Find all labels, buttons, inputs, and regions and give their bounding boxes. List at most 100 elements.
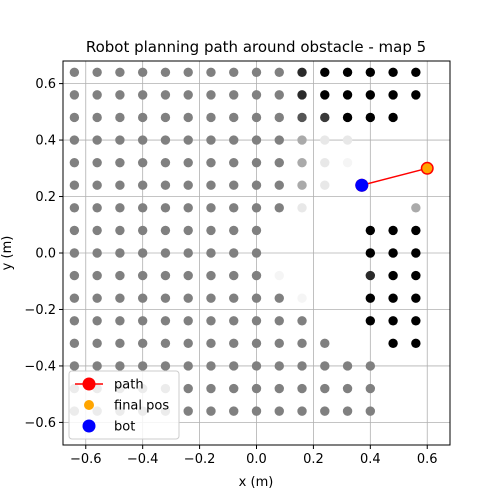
- map-point: [183, 157, 193, 168]
- map-point: [320, 383, 330, 394]
- map-point: [297, 361, 307, 371]
- map-point: [411, 90, 421, 100]
- series: [355, 161, 434, 192]
- map-point: [229, 203, 239, 213]
- map-point: [206, 293, 216, 303]
- map-point: [183, 293, 193, 303]
- map-point: [297, 316, 307, 326]
- map-point: [411, 203, 421, 213]
- map-point: [206, 338, 216, 349]
- map-point: [388, 112, 398, 123]
- y-tick-label: 0.0: [35, 247, 56, 262]
- map-point: [411, 67, 421, 77]
- map-point: [388, 338, 398, 349]
- map-point: [92, 135, 102, 145]
- map-point: [274, 67, 284, 77]
- map-point: [320, 135, 330, 145]
- legend-bot-marker: [82, 419, 96, 433]
- map-point: [92, 203, 102, 213]
- map-point: [297, 112, 307, 123]
- map-point: [183, 270, 193, 281]
- map-point: [92, 248, 102, 258]
- map-point: [206, 225, 216, 236]
- map-point: [115, 135, 125, 145]
- map-point: [388, 316, 398, 326]
- map-point: [206, 112, 216, 123]
- map-point: [411, 270, 421, 281]
- map-point: [137, 135, 148, 145]
- map-point: [69, 225, 80, 236]
- legend-label: bot: [114, 420, 135, 435]
- map-point: [183, 135, 193, 145]
- map-point: [251, 225, 262, 236]
- x-axis-label: x (m): [239, 475, 274, 490]
- map-point: [115, 203, 125, 213]
- map-point: [274, 157, 284, 168]
- map-point: [160, 338, 171, 349]
- map-point: [297, 180, 307, 190]
- map-point: [92, 270, 102, 281]
- map-point: [342, 112, 353, 123]
- map-point: [411, 316, 421, 326]
- map-point: [206, 406, 216, 416]
- map-point: [160, 293, 171, 303]
- map-point: [365, 270, 376, 281]
- map-point: [229, 316, 239, 326]
- map-point: [92, 338, 102, 349]
- map-point: [137, 203, 148, 213]
- map-point: [160, 180, 171, 190]
- x-tick-label: −0.4: [127, 452, 159, 467]
- map-point: [137, 361, 148, 371]
- map-point: [251, 361, 262, 371]
- map-point: [274, 383, 284, 394]
- map-point: [160, 90, 171, 100]
- map-point: [137, 338, 148, 349]
- map-point: [69, 180, 80, 190]
- legend: path final pos bot: [68, 370, 180, 440]
- map-point: [274, 316, 284, 326]
- map-point: [115, 225, 125, 236]
- map-point: [229, 270, 239, 281]
- map-point: [92, 180, 102, 190]
- map-point: [274, 361, 284, 371]
- map-point: [69, 338, 80, 349]
- map-point: [69, 112, 80, 123]
- map-point: [183, 406, 193, 416]
- map-point: [137, 225, 148, 236]
- map-point: [69, 316, 80, 326]
- map-point: [229, 112, 239, 123]
- map-point: [69, 361, 80, 371]
- map-point: [206, 67, 216, 77]
- map-point: [69, 90, 80, 100]
- map-point: [251, 135, 262, 145]
- map-point: [69, 248, 80, 258]
- map-point: [320, 157, 330, 168]
- map-point: [388, 270, 398, 281]
- map-point: [137, 112, 148, 123]
- map-point: [229, 406, 239, 416]
- map-point: [229, 90, 239, 100]
- map-point: [365, 383, 376, 394]
- map-point: [69, 135, 80, 145]
- map-point: [206, 180, 216, 190]
- x-tick-label: 0.0: [246, 452, 267, 467]
- map-point: [251, 383, 262, 394]
- map-point: [297, 293, 307, 303]
- chart-title: Robot planning path around obstacle - ma…: [86, 38, 426, 56]
- map-point: [115, 316, 125, 326]
- map-point: [274, 406, 284, 416]
- map-point: [251, 248, 262, 258]
- map-point: [251, 293, 262, 303]
- legend-path-marker: [82, 377, 96, 391]
- map-point: [342, 406, 353, 416]
- map-point: [274, 135, 284, 145]
- map-point: [274, 270, 284, 281]
- map-point: [183, 112, 193, 123]
- map-point: [160, 67, 171, 77]
- map-point: [388, 248, 398, 258]
- map-point: [297, 90, 307, 100]
- map-point: [183, 316, 193, 326]
- map-point: [206, 270, 216, 281]
- map-point: [183, 203, 193, 213]
- map-point: [229, 67, 239, 77]
